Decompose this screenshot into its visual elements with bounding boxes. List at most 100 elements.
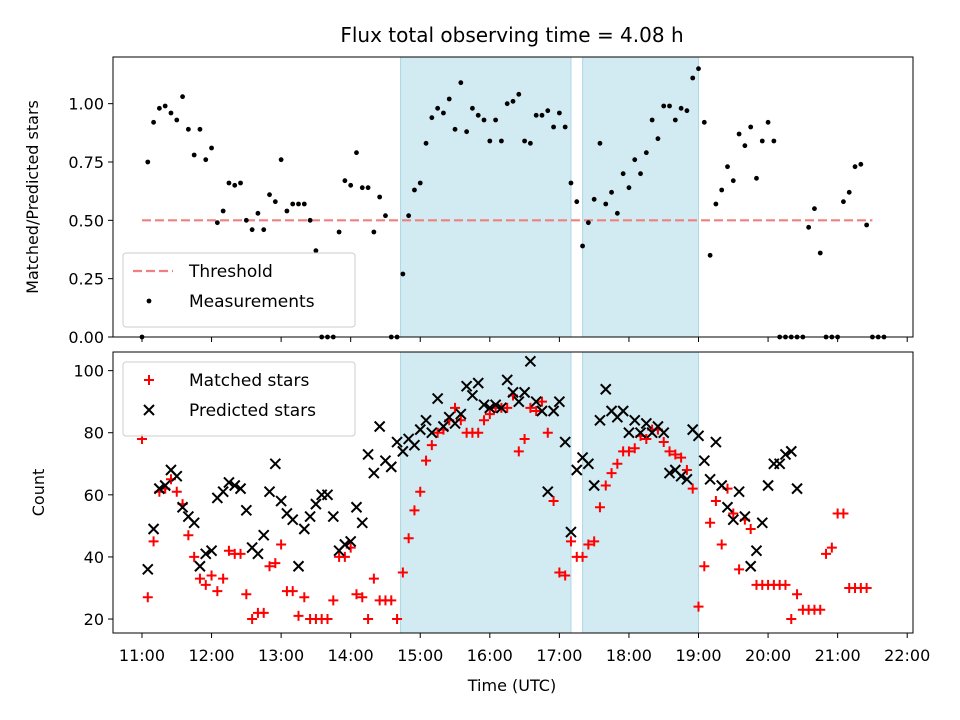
- data-point: [194, 560, 206, 572]
- data-point: [548, 496, 559, 507]
- data-point: [220, 208, 226, 214]
- data-point: [606, 468, 617, 479]
- data-point: [142, 563, 154, 576]
- data-point: [721, 501, 734, 513]
- data-point: [728, 508, 739, 519]
- data-point: [481, 117, 487, 123]
- data-point: [243, 217, 249, 223]
- data-point: [267, 192, 272, 198]
- data-point: [588, 479, 600, 492]
- data-point: [716, 539, 727, 550]
- data-point: [232, 182, 238, 188]
- data-point: [553, 395, 566, 408]
- data-point: [524, 355, 537, 368]
- data-point: [406, 213, 412, 219]
- y-tick-label: 100: [73, 362, 104, 381]
- data-point: [510, 98, 516, 104]
- data-point: [383, 213, 388, 219]
- x-tick-label: 18:00: [606, 646, 652, 665]
- data-point: [792, 589, 803, 600]
- panel-1: 0.00 0.25 0.50 0.75 1.00 Matched/Predicted st…: [23, 56, 914, 347]
- data-point: [591, 196, 597, 202]
- data-point: [321, 489, 334, 501]
- data-point: [252, 548, 264, 560]
- data-point: [791, 482, 803, 495]
- data-point: [269, 458, 282, 470]
- data-point: [670, 449, 681, 460]
- data-point: [640, 417, 653, 430]
- data-point: [145, 159, 151, 165]
- data-point: [518, 386, 531, 399]
- data-point: [377, 194, 383, 200]
- data-point: [420, 414, 432, 427]
- data-point: [748, 124, 754, 130]
- data-point: [733, 486, 745, 498]
- data-point: [437, 420, 450, 433]
- data-point: [693, 601, 704, 612]
- data-point: [209, 145, 214, 151]
- data-point: [191, 152, 197, 158]
- y-tick-label: 0.00: [68, 328, 104, 347]
- data-point: [676, 452, 687, 463]
- data-point: [522, 138, 527, 144]
- data-point: [270, 558, 281, 569]
- data-point: [629, 414, 641, 427]
- data-point: [568, 180, 574, 186]
- data-point: [400, 271, 406, 277]
- data-point: [765, 119, 771, 125]
- data-point: [299, 592, 310, 603]
- data-point: [762, 479, 774, 492]
- data-point: [235, 548, 246, 559]
- data-point: [675, 470, 687, 482]
- data-point: [217, 486, 229, 498]
- data-point: [516, 91, 522, 97]
- data-point: [507, 386, 519, 399]
- data-point: [745, 523, 756, 534]
- data-point: [176, 501, 189, 513]
- data-point: [536, 405, 548, 417]
- x-tick-label: 11:00: [119, 646, 165, 665]
- data-point: [473, 427, 484, 438]
- data-point: [780, 579, 791, 590]
- data-point: [478, 399, 490, 411]
- data-point: [806, 224, 812, 230]
- data-point: [356, 517, 368, 529]
- data-point: [206, 570, 217, 581]
- data-point: [487, 138, 493, 144]
- data-point: [466, 389, 479, 402]
- data-point: [272, 199, 278, 205]
- data-point: [290, 201, 296, 207]
- data-point: [307, 217, 313, 223]
- data-point: [600, 383, 612, 395]
- data-point: [188, 517, 200, 529]
- y-tick-label: 60: [84, 486, 104, 505]
- data-point: [603, 201, 609, 207]
- data-point: [551, 124, 556, 130]
- data-point: [241, 589, 252, 600]
- data-point: [632, 157, 638, 163]
- data-point: [156, 105, 162, 111]
- series-matched-stars: [136, 390, 872, 625]
- data-point: [759, 138, 765, 144]
- data-point: [327, 510, 339, 523]
- data-point: [189, 551, 200, 562]
- data-point: [547, 405, 560, 417]
- data-point: [264, 561, 275, 572]
- data-point: [292, 560, 305, 572]
- data-point: [385, 461, 397, 473]
- data-point: [617, 405, 629, 417]
- data-point: [681, 464, 692, 475]
- data-point: [744, 560, 757, 572]
- data-point: [626, 185, 632, 191]
- data-point: [705, 517, 716, 528]
- data-point: [470, 105, 475, 111]
- panel-frame: [112, 56, 914, 338]
- data-point: [142, 592, 153, 603]
- data-point: [501, 374, 513, 386]
- data-point: [704, 473, 716, 486]
- chart-title: Flux total observing time = 4.08 h: [340, 23, 683, 47]
- data-point: [298, 523, 311, 535]
- x-axis-label: Time (UTC): [467, 676, 556, 695]
- y-tick-label: 20: [84, 610, 104, 629]
- data-point: [278, 157, 284, 163]
